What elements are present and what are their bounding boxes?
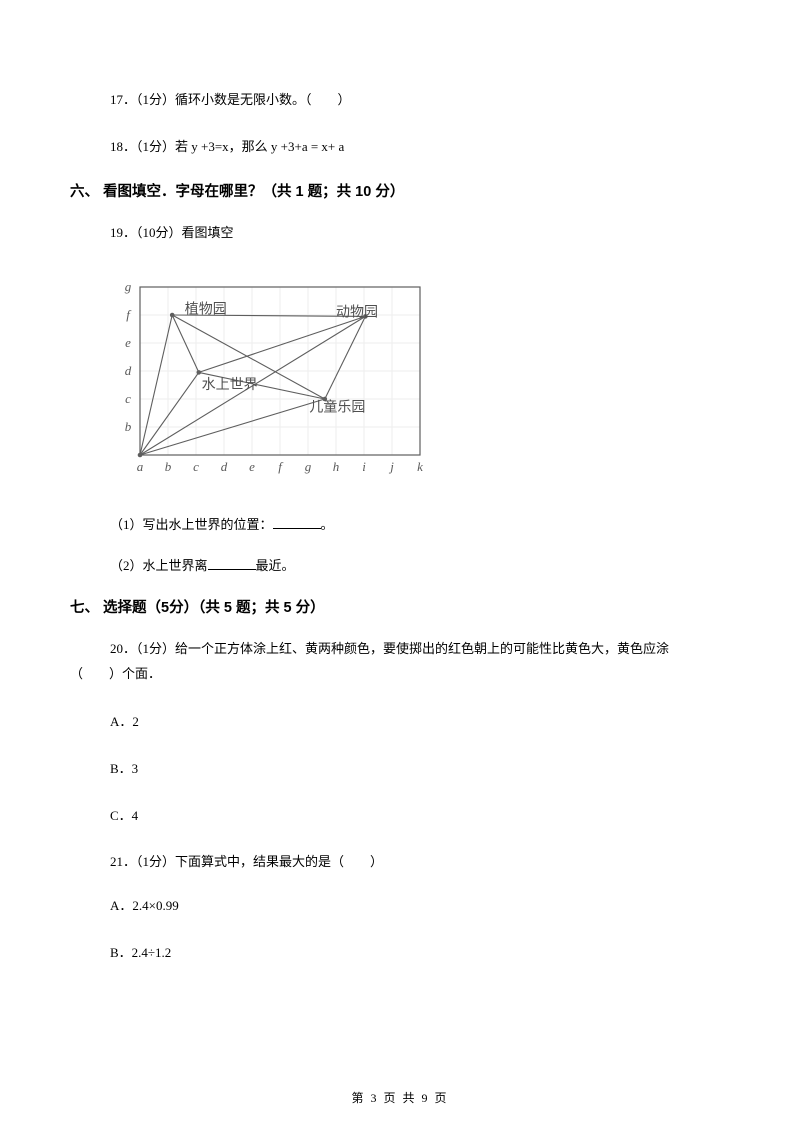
q20-option-b[interactable]: B．3 bbox=[70, 758, 730, 777]
q19-sub2-text-a: （2）水上世界离 bbox=[110, 558, 208, 573]
svg-text:儿童乐园: 儿童乐园 bbox=[309, 399, 365, 416]
figure-19-svg: 植物园水上世界动物园儿童乐园abcdefghijkbcdefg bbox=[110, 265, 450, 485]
svg-text:j: j bbox=[388, 459, 394, 474]
q20-option-a[interactable]: A．2 bbox=[70, 711, 730, 730]
svg-text:h: h bbox=[333, 459, 340, 474]
svg-text:k: k bbox=[417, 459, 423, 474]
svg-text:e: e bbox=[249, 459, 255, 474]
q19-sub1-text-a: （1）写出水上世界的位置： bbox=[110, 517, 273, 532]
q19-sub2-text-b: 最近。 bbox=[256, 558, 295, 573]
blank-field[interactable] bbox=[208, 558, 256, 571]
svg-text:d: d bbox=[221, 459, 228, 474]
svg-text:c: c bbox=[125, 391, 131, 406]
page-footer: 第 3 页 共 9 页 bbox=[0, 1089, 800, 1106]
question-20-line2: （ ）个面． bbox=[70, 664, 730, 685]
q21-option-b[interactable]: B．2.4÷1.2 bbox=[70, 942, 730, 961]
question-19-sub1: （1）写出水上世界的位置： 。 bbox=[70, 514, 730, 533]
svg-text:d: d bbox=[125, 363, 132, 378]
svg-text:水上世界: 水上世界 bbox=[202, 378, 258, 394]
svg-text:a: a bbox=[137, 459, 144, 474]
blank-field[interactable] bbox=[273, 517, 321, 530]
svg-text:c: c bbox=[193, 459, 199, 474]
question-21: 21．（1分）下面算式中，结果最大的是（ ） bbox=[70, 852, 730, 873]
question-18: 18．（1分）若 y +3=x，那么 y +3+a = x+ a bbox=[70, 137, 730, 158]
svg-text:f: f bbox=[278, 459, 284, 474]
svg-text:g: g bbox=[125, 279, 132, 294]
svg-text:b: b bbox=[165, 459, 172, 474]
question-19-sub2: （2）水上世界离 最近。 bbox=[70, 555, 730, 574]
svg-text:g: g bbox=[305, 459, 312, 474]
svg-text:植物园: 植物园 bbox=[185, 302, 227, 318]
svg-text:动物园: 动物园 bbox=[336, 305, 378, 321]
figure-19-wrap: 植物园水上世界动物园儿童乐园abcdefghijkbcdefg bbox=[70, 265, 730, 490]
svg-text:e: e bbox=[125, 335, 131, 350]
svg-text:i: i bbox=[362, 459, 366, 474]
question-17: 17．（1分）循环小数是无限小数。（ ） bbox=[70, 90, 730, 111]
q21-option-a[interactable]: A．2.4×0.99 bbox=[70, 895, 730, 914]
section-7-header: 七、 选择题（5分）（共 5 题；共 5 分） bbox=[70, 596, 730, 617]
q20-option-c[interactable]: C．4 bbox=[70, 805, 730, 824]
page-root: 17．（1分）循环小数是无限小数。（ ） 18．（1分）若 y +3=x，那么 … bbox=[0, 0, 800, 1132]
svg-text:f: f bbox=[126, 307, 132, 322]
section-6-header: 六、 看图填空．字母在哪里？（共 1 题；共 10 分） bbox=[70, 180, 730, 201]
q19-sub1-text-b: 。 bbox=[321, 517, 334, 532]
question-19: 19．（10分）看图填空 bbox=[70, 223, 730, 244]
svg-text:b: b bbox=[125, 419, 132, 434]
question-20-line1: 20．（1分）给一个正方体涂上红、黄两种颜色，要使掷出的红色朝上的可能性比黄色大… bbox=[70, 639, 730, 660]
q20-line2-text: （ ）个面． bbox=[70, 666, 161, 681]
